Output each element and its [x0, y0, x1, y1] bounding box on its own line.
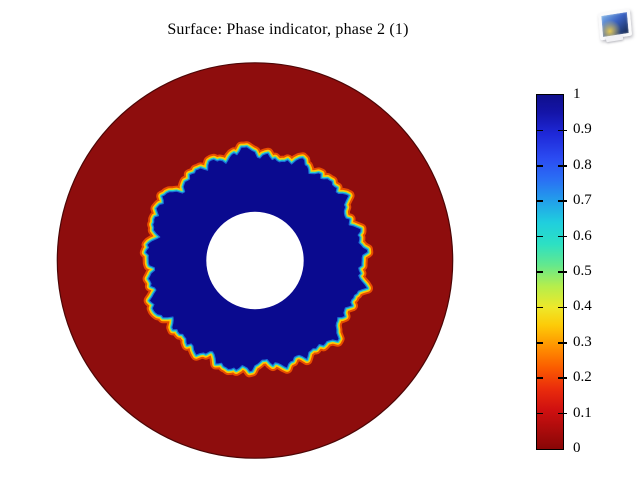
colorbar-tick: [537, 165, 543, 167]
colorbar-labels: 1 0.9 0.8 0.7 0.6 0.5 0.4 0.3 0.2 0.1 0: [573, 86, 623, 456]
plot-title: Surface: Phase indicator, phase 2 (1): [167, 21, 409, 38]
colorbar-tick-label: 0.1: [573, 404, 592, 421]
colorbar-tick-label: 0.3: [573, 333, 592, 350]
colorbar-tick: [537, 235, 543, 238]
glossy-monitor-logo: [595, 4, 633, 46]
monitor-base-icon: [605, 34, 624, 43]
colorbar-tick-label: 1: [573, 86, 581, 102]
colorbar-tick: [558, 342, 567, 344]
colorbar-tick: [558, 129, 567, 132]
colorbar-tick: [558, 271, 567, 273]
colorbar-tick: [537, 306, 543, 309]
center-hole: [206, 211, 304, 310]
colorbar-tick: [558, 165, 567, 167]
colorbar-tick-label: 0.4: [573, 298, 592, 315]
colorbar-tick: [537, 377, 543, 379]
colorbar-tick: [558, 412, 567, 415]
colorbar-tick: [537, 129, 543, 132]
colorbar-tick-label: 0.6: [573, 227, 592, 244]
colorbar-tick-label: 0.2: [573, 369, 592, 386]
colorbar-tick: [537, 200, 543, 202]
colorbar-tick-label: 0.7: [573, 192, 592, 209]
colorbar-tick-label: 0.5: [573, 263, 592, 279]
colorbar-tick: [558, 200, 567, 202]
colorbar: [536, 94, 567, 450]
colorbar-tick: [537, 271, 543, 273]
colorbar-tick-label: 0.8: [573, 156, 592, 173]
colorbar-tick-label: 0: [573, 440, 581, 456]
colorbar-tick: [537, 412, 543, 415]
colorbar-tick: [537, 342, 543, 344]
colorbar-tick: [558, 235, 567, 238]
colorbar-tick: [558, 306, 567, 309]
colorbar-tick-label: 0.9: [573, 121, 592, 138]
colorbar-tick: [558, 377, 567, 379]
